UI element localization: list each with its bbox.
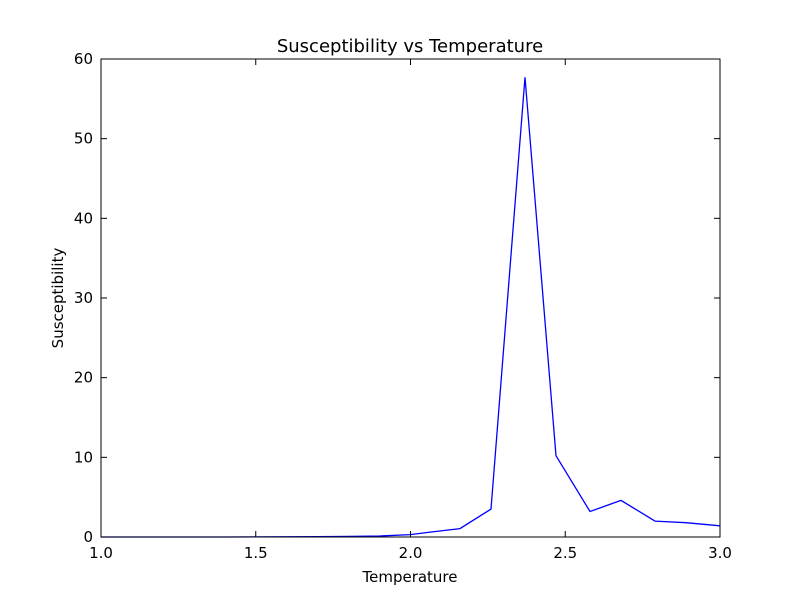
- y-tick-label: 10: [74, 448, 93, 466]
- y-tick-label: 60: [74, 50, 93, 68]
- y-tick-label: 0: [83, 528, 93, 546]
- x-tick-label: 3.0: [708, 544, 732, 562]
- plot-area: 1.0 1.5 2.0 2.5 3.0 0 10 20 30 40 50 60: [74, 50, 732, 562]
- x-tick-label: 1.0: [89, 544, 113, 562]
- chart-title: Susceptibility vs Temperature: [277, 36, 543, 57]
- x-tick-label: 2.5: [553, 544, 577, 562]
- y-tick-label: 40: [74, 209, 93, 227]
- y-tick-label: 20: [74, 369, 93, 387]
- x-axis-label: Temperature: [361, 568, 457, 586]
- y-tick-label: 50: [74, 130, 93, 148]
- y-axis-label: Susceptibility: [49, 248, 67, 349]
- y-tick-label: 30: [74, 289, 93, 307]
- x-tick-label: 2.0: [399, 544, 423, 562]
- x-tick-label: 1.5: [244, 544, 268, 562]
